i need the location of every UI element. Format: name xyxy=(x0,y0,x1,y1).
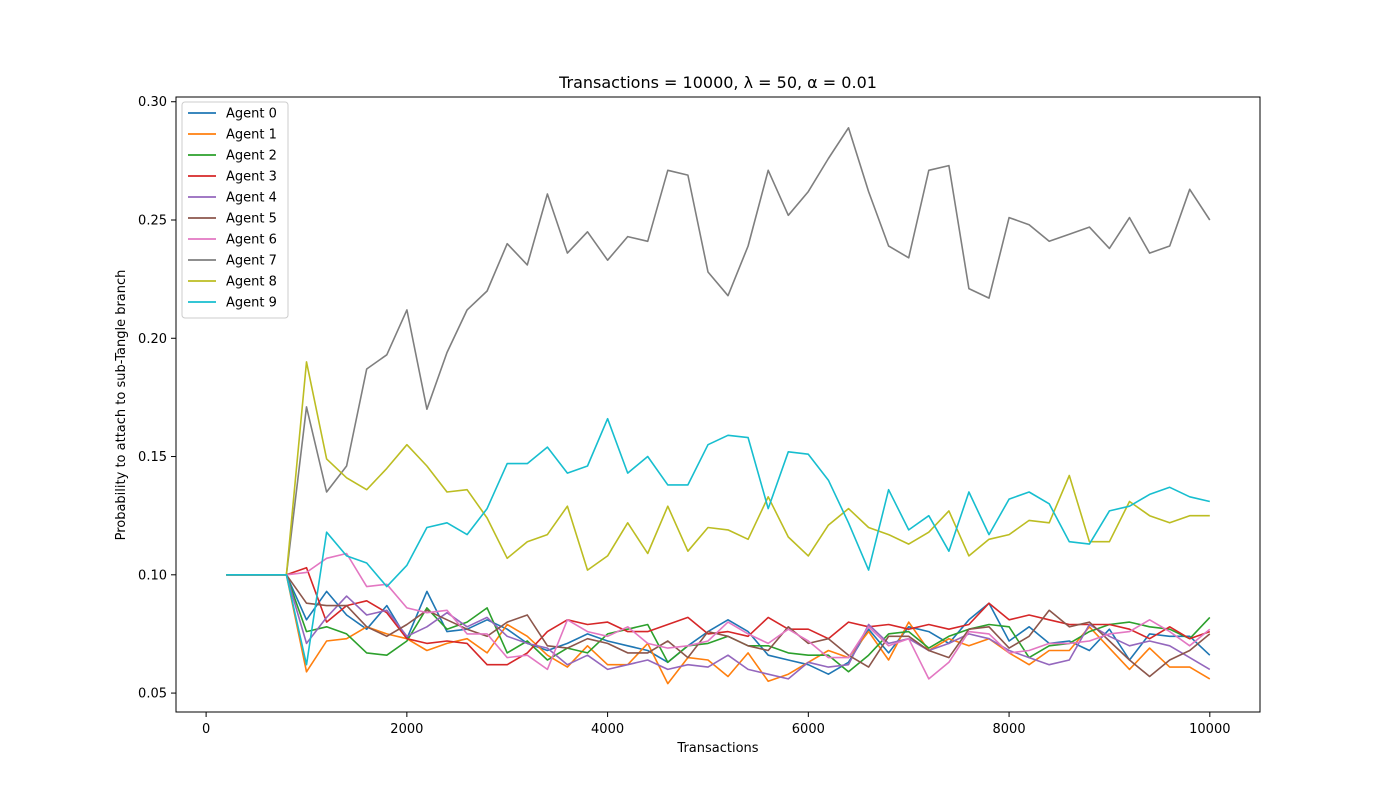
x-axis: 0 2000 4000 6000 8000 10000 xyxy=(202,712,1230,737)
legend-box xyxy=(181,101,289,319)
y-tick-label: 0.15 xyxy=(138,450,167,465)
y-axis-label: Probability to attach to sub-Tangle bran… xyxy=(114,270,129,541)
series-line-agent-5 xyxy=(226,573,1211,678)
y-axis: 0.05 0.10 0.15 0.20 0.25 0.30 xyxy=(138,95,176,702)
legend-label-agent-0: Agent 0 xyxy=(226,107,277,122)
x-tick-label: 8000 xyxy=(993,722,1026,737)
series-line-agent-8 xyxy=(226,361,1210,576)
series-line-agent-9 xyxy=(226,417,1210,666)
y-tick-label: 0.30 xyxy=(138,95,167,110)
legend-label-agent-2: Agent 2 xyxy=(226,149,277,164)
series-line-agent-4 xyxy=(226,573,1211,680)
plot-area-frame xyxy=(175,96,1261,713)
y-tick-label: 0.25 xyxy=(138,214,167,229)
legend-label-agent-1: Agent 1 xyxy=(226,128,277,143)
series-line-agent-3 xyxy=(226,566,1211,666)
legend-label-agent-4: Agent 4 xyxy=(226,191,277,206)
y-tick-label: 0.05 xyxy=(138,687,167,702)
plot-lines xyxy=(226,127,1211,685)
legend-label-agent-8: Agent 8 xyxy=(226,275,277,290)
x-tick-label: 6000 xyxy=(792,722,825,737)
y-tick-label: 0.10 xyxy=(138,568,167,583)
legend-label-agent-9: Agent 9 xyxy=(226,296,277,311)
legend-label-agent-3: Agent 3 xyxy=(226,170,277,185)
legend-label-agent-7: Agent 7 xyxy=(226,254,277,269)
x-tick-label: 2000 xyxy=(390,722,423,737)
series-line-agent-7 xyxy=(226,127,1211,576)
y-tick-label: 0.20 xyxy=(138,332,167,347)
series-line-agent-0 xyxy=(226,573,1211,676)
legend: Agent 0 Agent 1 Agent 2 Agent 3 Agent 4 Agent… xyxy=(181,101,289,319)
x-tick-label: 4000 xyxy=(591,722,624,737)
chart-title: Transactions = 10000, λ = 50, α = 0.01 xyxy=(558,73,877,92)
series-line-agent-6 xyxy=(226,552,1211,680)
legend-label-agent-5: Agent 5 xyxy=(226,212,277,227)
series-line-agent-2 xyxy=(226,573,1211,673)
x-axis-label: Transactions xyxy=(676,741,758,756)
x-tick-label: 0 xyxy=(202,722,210,737)
legend-label-agent-6: Agent 6 xyxy=(226,233,277,248)
x-tick-label: 10000 xyxy=(1189,722,1230,737)
